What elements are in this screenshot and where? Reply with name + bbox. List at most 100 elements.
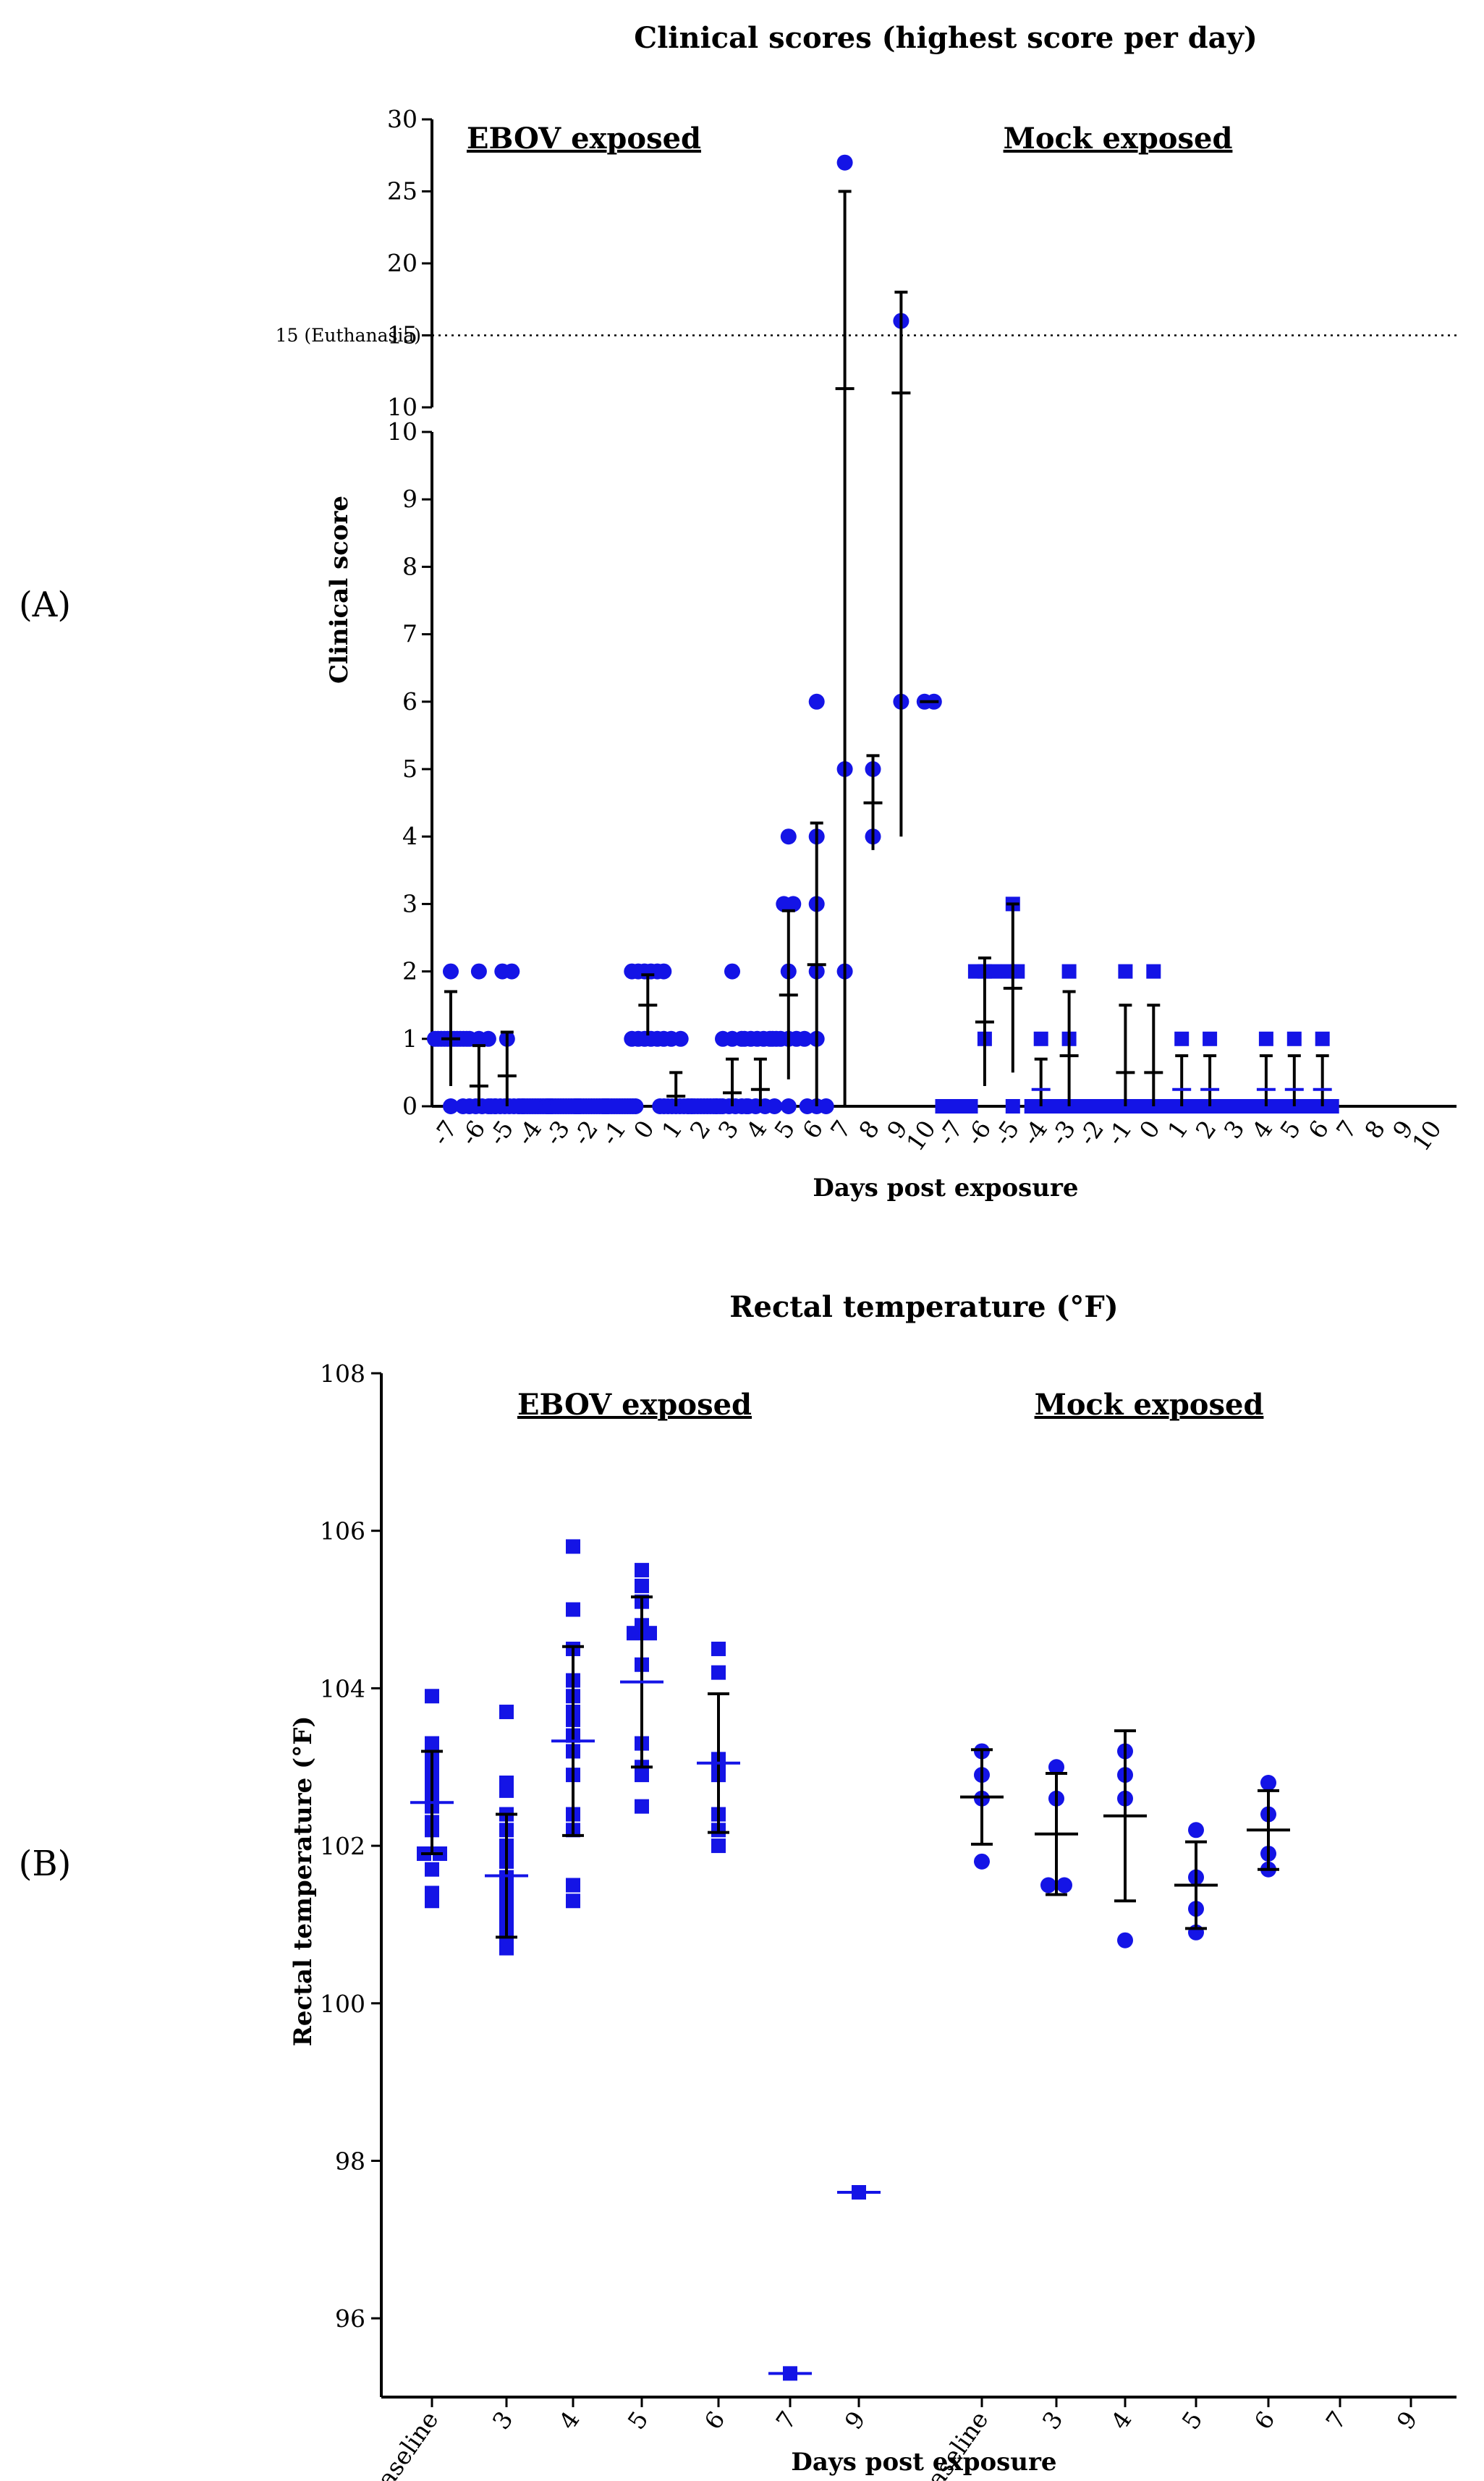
chart-a-title: Clinical scores (highest score per day) — [634, 21, 1258, 55]
chart-a-point — [627, 1098, 644, 1114]
chart-b-xtick-label: 5 — [622, 2406, 654, 2435]
chart-b-point — [425, 1862, 439, 1877]
chart-a-point — [480, 1030, 496, 1047]
chart-a-point — [808, 693, 825, 710]
chart-a-xtick-label: 1 — [656, 1115, 688, 1144]
chart-a-ytick-label: 4 — [402, 822, 417, 850]
chart-a-xtick-label: 1 — [1162, 1115, 1194, 1144]
chart-a-ytick-label: 5 — [402, 755, 417, 783]
chart-a-point — [504, 963, 520, 980]
chart-a-xtick-label: 6 — [797, 1115, 828, 1144]
chart-a-xtick-label: 5 — [1274, 1115, 1306, 1144]
chart-a-xtick-label: 0 — [1134, 1115, 1166, 1144]
chart-a-ytick-label: 1 — [402, 1025, 417, 1053]
chart-b-point — [1056, 1877, 1072, 1893]
chart-b-xtick-label: Baseline — [362, 2406, 444, 2481]
chart-b-group-ebov-label: EBOV exposed — [517, 1388, 752, 1422]
chart-a-ytick-label: 30 — [387, 105, 417, 133]
chart-b-point — [566, 1878, 580, 1893]
chart-b-point — [635, 1578, 649, 1593]
chart-a-point — [1043, 1099, 1058, 1114]
chart-b-xtick-label: 4 — [1106, 2406, 1137, 2435]
chart-b-point — [566, 1893, 580, 1909]
chart-b-xtick-label: 6 — [1249, 2406, 1281, 2435]
chart-a-point — [780, 1098, 797, 1114]
chart-b-point — [711, 1641, 726, 1656]
chart-a-point — [656, 963, 672, 980]
chart-a-point — [1203, 1031, 1218, 1046]
chart-b-point — [566, 1539, 580, 1554]
chart-a-point — [963, 1099, 978, 1114]
chart-a-xtick-label: 7 — [1331, 1115, 1362, 1144]
chart-a-xtick-label: 3 — [713, 1115, 745, 1144]
chart-a-point — [672, 1030, 689, 1047]
chart-b-title: Rectal temperature (°F) — [729, 1290, 1118, 1324]
chart-a-group-ebov-label: EBOV exposed — [467, 122, 701, 156]
chart-a-xtick-label: 10 — [1407, 1115, 1447, 1156]
chart-b-point — [635, 1563, 649, 1578]
chart-a-point — [1033, 1031, 1048, 1046]
chart-a-xtick-label: 6 — [1302, 1115, 1334, 1144]
chart-a-point — [443, 1098, 459, 1114]
chart-b-point — [974, 1853, 990, 1870]
chart-b-point — [1040, 1877, 1056, 1893]
chart-a-xlabel: Days post exposure — [813, 1174, 1078, 1203]
chart-b-ytick-label: 100 — [320, 1990, 365, 2018]
chart-b-ylabel: Rectal temperature (°F) — [289, 1716, 318, 2047]
chart-b-xtick-label: 7 — [771, 2406, 802, 2435]
chart-a-xtick-label: -1 — [1101, 1115, 1137, 1150]
chart-a-point — [986, 964, 1001, 979]
chart-b-xtick-label: 5 — [1176, 2406, 1208, 2435]
panel-a-label: (A) — [19, 585, 71, 625]
chart-a-xtick-label: 7 — [825, 1115, 857, 1144]
chart-a-plot: 0123456789101015202530-7-6-5-4-3-2-10123… — [387, 105, 1457, 1156]
chart-a-xtick-label: 3 — [1218, 1115, 1250, 1144]
chart-a-point — [724, 963, 740, 980]
chart-a-ylabel: Clinical score — [325, 496, 354, 684]
chart-a-point — [443, 963, 459, 980]
chart-a-ytick-label: 9 — [402, 485, 417, 513]
chart-a-xtick-label: 2 — [684, 1115, 716, 1144]
chart-a-point — [1061, 964, 1077, 979]
chart-b-point — [711, 1839, 726, 1854]
chart-a-ytick-label: 25 — [387, 177, 417, 205]
chart-b-point — [635, 1768, 649, 1783]
chart-a-ytick-label: 0 — [402, 1092, 417, 1120]
chart-b-ytick-label: 108 — [320, 1360, 365, 1388]
chart-a-point — [785, 896, 802, 912]
chart-b-point — [1117, 1932, 1133, 1948]
chart-a-xtick-label: 4 — [1246, 1115, 1278, 1144]
chart-b-xtick-label: 7 — [1320, 2406, 1352, 2435]
chart-a-group-mock-label: Mock exposed — [1004, 122, 1233, 156]
chart-b-point — [1188, 1822, 1204, 1839]
chart-b-xlabel: Days post exposure — [791, 2448, 1056, 2477]
chart-b-ytick-label: 106 — [320, 1517, 365, 1545]
chart-b-point — [425, 1689, 439, 1704]
chart-a-ytick-label: 10 — [387, 393, 417, 421]
chart-b-point — [499, 1705, 514, 1720]
chart-a-ytick-label: 6 — [402, 687, 417, 716]
chart-b-group-mock-label: Mock exposed — [1035, 1388, 1264, 1422]
chart-a-xtick-label: 2 — [1190, 1115, 1222, 1144]
chart-b-point — [499, 1776, 514, 1790]
chart-a-point — [1146, 964, 1161, 979]
chart-a-xtick-label: -1 — [595, 1115, 632, 1150]
chart-a-xtick-label: 0 — [628, 1115, 660, 1144]
chart-a-point — [1324, 1099, 1339, 1114]
chart-a-point — [1286, 1031, 1302, 1046]
chart-a-threshold-label: 15 (Euthanasia) — [276, 325, 421, 346]
chart-b-xtick-label: 3 — [487, 2406, 519, 2435]
chart-b-point — [635, 1799, 649, 1814]
chart-b-point — [1048, 1759, 1064, 1776]
chart-b-point — [566, 1602, 580, 1617]
chart-b-xtick-label: 9 — [839, 2406, 871, 2435]
chart-a-point — [780, 828, 797, 845]
chart-a-point — [1118, 964, 1133, 979]
chart-a-xtick-label: 8 — [1359, 1115, 1391, 1144]
chart-a-ytick-label: 15 — [387, 321, 417, 349]
chart-a-ytick-label: 10 — [387, 417, 417, 446]
chart-b-ytick-label: 102 — [320, 1832, 365, 1860]
chart-b-point — [425, 1886, 439, 1901]
